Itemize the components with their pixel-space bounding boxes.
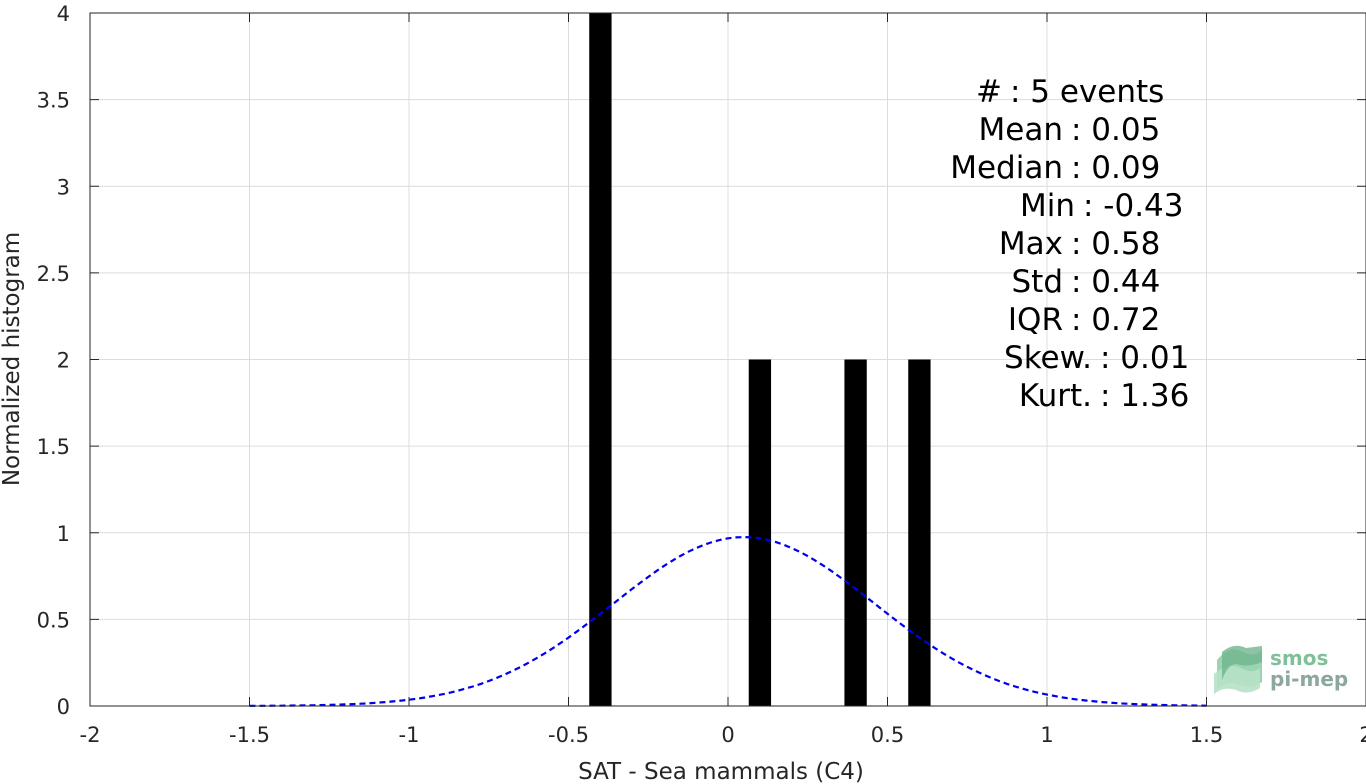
stat-value-1: : 0.05 (1071, 112, 1160, 148)
bar-2 (844, 359, 867, 706)
y-tick-label-4: 2 (57, 349, 70, 373)
stat-label-3: Min (1020, 188, 1075, 224)
stat-label-4: Max (999, 226, 1063, 262)
x-tick-label-4: 0 (721, 723, 734, 747)
stat-value-5: : 0.44 (1071, 264, 1160, 300)
x-tick-label-8: 2 (1359, 723, 1366, 747)
stat-value-7: : 0.01 (1100, 340, 1189, 376)
x-tick-label-6: 1 (1040, 723, 1053, 747)
bar-0 (589, 13, 612, 706)
normal-fit-curve (249, 535, 1207, 707)
logo-line1: smos (1270, 646, 1328, 670)
ticks (89, 12, 1366, 707)
y-tick-label-8: 4 (57, 2, 70, 26)
logo-waves-icon (1214, 645, 1262, 694)
bar-3 (908, 359, 931, 706)
y-tick-label-1: 0.5 (37, 608, 70, 632)
stat-label-1: Mean (979, 112, 1063, 148)
stat-label-8: Kurt. (1019, 378, 1092, 414)
stat-value-2: : 0.09 (1071, 150, 1160, 186)
stat-value-8: : 1.36 (1100, 378, 1189, 414)
y-tick-label-3: 1.5 (37, 435, 70, 459)
bars (589, 13, 931, 706)
stat-label-6: IQR (1008, 302, 1063, 338)
y-tick-label-7: 3.5 (37, 89, 70, 113)
x-tick-label-7: 1.5 (1190, 723, 1223, 747)
y-tick-label-6: 3 (57, 175, 70, 199)
logo-line2: pi-mep (1270, 667, 1348, 691)
x-tick-label-3: -0.5 (548, 723, 589, 747)
x-tick-label-0: -2 (80, 723, 101, 747)
x-tick-label-5: 0.5 (871, 723, 904, 747)
stat-value-6: : 0.72 (1071, 302, 1160, 338)
bar-1 (748, 359, 772, 706)
x-axis-label: SAT - Sea mammals (C4) (578, 759, 864, 784)
stat-label-2: Median (950, 150, 1063, 186)
stat-label-0: # (976, 74, 1002, 110)
stat-label-7: Skew. (1004, 340, 1092, 376)
stat-value-4: : 0.58 (1071, 226, 1160, 262)
y-axis-label: Normalized histogram (0, 232, 25, 486)
smos-pi-mep-logo: smos pi-mep (1214, 645, 1348, 694)
y-tick-label-5: 2.5 (37, 262, 70, 286)
x-tick-label-2: -1 (399, 723, 420, 747)
stat-label-5: Std (1011, 264, 1063, 300)
y-tick-label-2: 1 (57, 522, 70, 546)
y-tick-label-0: 0 (57, 695, 70, 719)
stat-value-0: : 5 events (1010, 74, 1164, 110)
x-tick-labels: -2 -1.5 -1 -0.5 0 0.5 1 1.5 2 (80, 723, 1366, 747)
stat-value-3: : -0.43 (1083, 188, 1184, 224)
x-tick-label-1: -1.5 (229, 723, 270, 747)
y-tick-labels: 0 0.5 1 1.5 2 2.5 3 3.5 4 (37, 2, 70, 719)
